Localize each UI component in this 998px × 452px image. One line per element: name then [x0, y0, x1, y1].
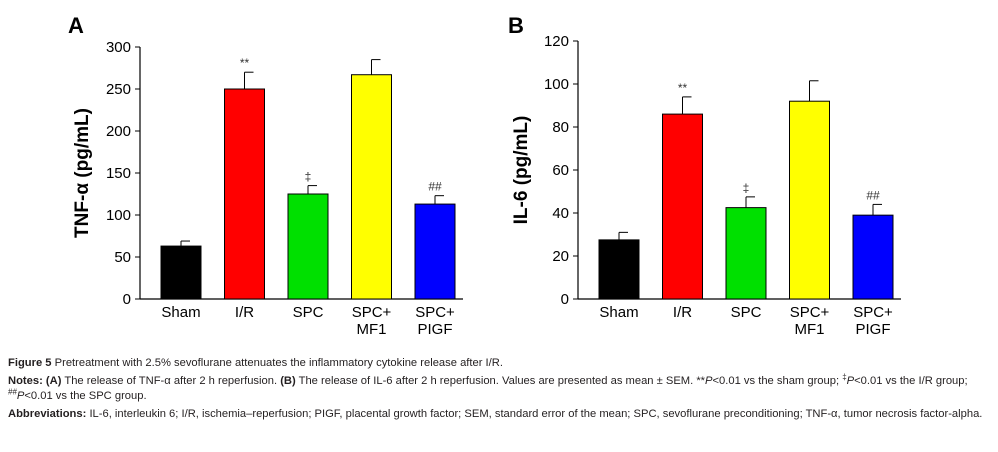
bar-a-1	[224, 88, 265, 300]
caption-abbrev-text: IL-6, interleukin 6; I/R, ischemia–reper…	[89, 408, 983, 420]
caption-figure-text: Pretreatment with 2.5% sevoflurane atten…	[54, 357, 503, 369]
x-tick-label-a-4: PIGF	[417, 321, 452, 338]
bar-a-4	[414, 203, 456, 300]
caption-p-symbol: P	[846, 375, 855, 387]
significance-label-a-4: ##	[428, 180, 442, 194]
caption-notes-a-label: (A)	[45, 375, 62, 387]
y-tick-label-a: 100	[106, 207, 131, 224]
x-tick-label-a-3: SPC+	[352, 304, 392, 321]
bar-b-2	[725, 207, 767, 300]
significance-label-b-2: ‡	[743, 181, 750, 195]
panel-label-a: A	[68, 13, 84, 38]
caption-notes-b-label: (B)	[280, 375, 296, 387]
x-tick-label-b-4: PIGF	[855, 321, 890, 338]
x-tick-label-a-2: SPC	[293, 304, 324, 321]
bar-a-2	[287, 193, 329, 300]
caption-sig1: <0.01 vs the sham group;	[712, 375, 840, 387]
bar-b-4	[852, 214, 894, 300]
bar-b-0	[598, 239, 640, 300]
bar-b-1	[662, 113, 703, 300]
panel-label-b: B	[508, 13, 524, 38]
bar-b-3	[789, 100, 830, 300]
caption-title: Figure 5 Pretreatment with 2.5% sevoflur…	[8, 356, 992, 371]
caption-notes: Notes: (A) The release of TNF-α after 2 …	[8, 372, 992, 404]
bar-a-0	[160, 245, 202, 300]
x-tick-label-a-1: I/R	[235, 304, 254, 321]
x-tick-label-b-2: SPC	[731, 304, 762, 321]
figure-caption: Figure 5 Pretreatment with 2.5% sevoflur…	[8, 356, 992, 425]
y-tick-label-b: 60	[552, 162, 569, 179]
x-tick-label-b-4: SPC+	[853, 304, 893, 321]
y-axis-title-b: IL-6 (pg/mL)	[511, 116, 532, 225]
x-tick-label-a-3: MF1	[357, 321, 387, 338]
significance-label-b-1: **	[678, 81, 688, 95]
caption-dagger: ‡	[842, 372, 847, 382]
y-tick-label-a: 150	[106, 165, 131, 182]
y-tick-label-b: 20	[552, 248, 569, 265]
x-tick-label-b-3: SPC+	[790, 304, 830, 321]
caption-abbrev-label: Abbreviations:	[8, 408, 87, 420]
significance-label-a-2: ‡	[305, 170, 312, 184]
y-tick-label-a: 300	[106, 39, 131, 56]
y-tick-label-a: 50	[114, 249, 131, 266]
significance-label-b-4: ##	[866, 188, 880, 202]
y-tick-label-b: 120	[544, 33, 569, 50]
x-tick-label-a-4: SPC+	[415, 304, 455, 321]
caption-p-symbol: P	[16, 390, 25, 402]
y-tick-label-b: 40	[552, 205, 569, 222]
caption-abbreviations: Abbreviations: IL-6, interleukin 6; I/R,…	[8, 407, 992, 422]
x-tick-label-b-3: MF1	[795, 321, 825, 338]
y-axis-title-a: TNF-α (pg/mL)	[72, 108, 93, 238]
caption-notes-a-text: The release of TNF-α after 2 h reperfusi…	[64, 375, 278, 387]
y-tick-label-a: 200	[106, 123, 131, 140]
caption-p-symbol: P	[705, 375, 713, 387]
x-tick-label-a-0: Sham	[161, 304, 200, 321]
caption-hash: ##	[8, 387, 17, 397]
y-tick-label-b: 100	[544, 76, 569, 93]
caption-sig3: <0.01 vs the SPC group.	[24, 390, 147, 402]
bar-a-3	[351, 74, 392, 300]
caption-sig2: <0.01 vs the I/R group;	[854, 375, 968, 387]
y-tick-label-a: 0	[123, 291, 131, 308]
y-tick-label-b: 80	[552, 119, 569, 136]
caption-notes-label: Notes:	[8, 375, 43, 387]
y-tick-label-b: 0	[561, 291, 569, 308]
caption-figure-label: Figure 5	[8, 357, 52, 369]
caption-notes-b-text: The release of IL-6 after 2 h reperfusio…	[298, 375, 706, 387]
x-tick-label-b-0: Sham	[599, 304, 638, 321]
x-tick-label-b-1: I/R	[673, 304, 692, 321]
significance-label-a-1: **	[240, 56, 250, 70]
y-tick-label-a: 250	[106, 81, 131, 98]
